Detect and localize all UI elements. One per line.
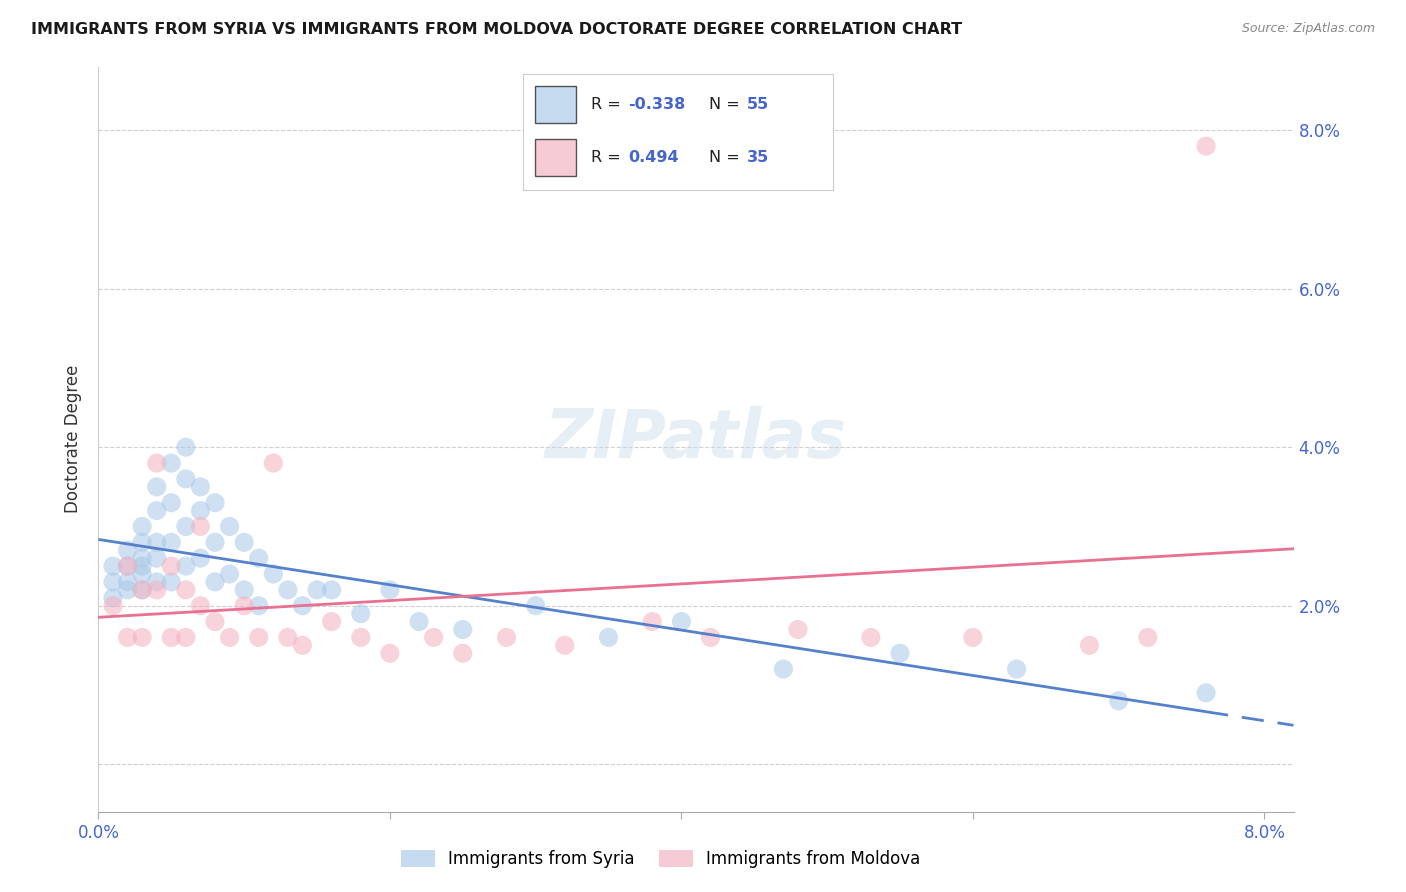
Point — [495, 631, 517, 645]
Point — [787, 623, 810, 637]
Point — [174, 519, 197, 533]
Point — [190, 599, 212, 613]
Point — [277, 631, 299, 645]
Point — [277, 582, 299, 597]
Point — [101, 559, 124, 574]
Point — [190, 519, 212, 533]
Point — [598, 631, 620, 645]
Point — [160, 631, 183, 645]
Point — [145, 503, 167, 517]
Point — [145, 574, 167, 589]
Point — [233, 599, 256, 613]
Point — [204, 535, 226, 549]
Point — [641, 615, 664, 629]
Point — [117, 631, 139, 645]
Point — [378, 646, 401, 660]
Point — [524, 599, 547, 613]
Point — [204, 496, 226, 510]
Point — [174, 559, 197, 574]
Point — [233, 582, 256, 597]
Point — [160, 559, 183, 574]
Point — [117, 559, 139, 574]
Point — [859, 631, 882, 645]
Point — [305, 582, 328, 597]
Point — [174, 440, 197, 454]
Point — [889, 646, 911, 660]
Point — [190, 480, 212, 494]
Point — [1078, 638, 1101, 652]
Point — [350, 607, 373, 621]
Point — [378, 582, 401, 597]
Point — [190, 503, 212, 517]
Point — [145, 535, 167, 549]
Point — [422, 631, 444, 645]
Point — [145, 582, 167, 597]
Text: ZIPatlas: ZIPatlas — [546, 407, 846, 472]
Point — [218, 519, 240, 533]
Text: IMMIGRANTS FROM SYRIA VS IMMIGRANTS FROM MOLDOVA DOCTORATE DEGREE CORRELATION CH: IMMIGRANTS FROM SYRIA VS IMMIGRANTS FROM… — [31, 22, 962, 37]
Point — [160, 574, 183, 589]
Point — [262, 456, 284, 470]
Point — [554, 638, 576, 652]
Point — [699, 631, 721, 645]
Point — [321, 615, 343, 629]
Point — [247, 599, 270, 613]
Point — [350, 631, 373, 645]
Point — [174, 582, 197, 597]
Point — [204, 615, 226, 629]
Point — [1136, 631, 1159, 645]
Point — [1195, 139, 1218, 153]
Point — [145, 551, 167, 566]
Point — [247, 551, 270, 566]
Point — [160, 496, 183, 510]
Point — [131, 535, 153, 549]
Point — [291, 599, 314, 613]
Point — [117, 543, 139, 558]
Point — [233, 535, 256, 549]
Point — [117, 582, 139, 597]
Point — [671, 615, 693, 629]
Point — [772, 662, 794, 676]
Point — [190, 551, 212, 566]
Point — [408, 615, 430, 629]
Point — [117, 574, 139, 589]
Text: Source: ZipAtlas.com: Source: ZipAtlas.com — [1241, 22, 1375, 36]
Point — [174, 472, 197, 486]
Point — [204, 574, 226, 589]
Point — [218, 631, 240, 645]
Point — [131, 567, 153, 582]
Point — [101, 574, 124, 589]
Point — [145, 456, 167, 470]
Point — [962, 631, 984, 645]
Point — [131, 582, 153, 597]
Point — [321, 582, 343, 597]
Point — [174, 631, 197, 645]
Point — [131, 519, 153, 533]
Point — [1195, 686, 1218, 700]
Point — [1108, 694, 1130, 708]
Point — [131, 582, 153, 597]
Point — [160, 456, 183, 470]
Point — [218, 567, 240, 582]
Point — [131, 551, 153, 566]
Point — [1005, 662, 1028, 676]
Point — [101, 599, 124, 613]
Legend: Immigrants from Syria, Immigrants from Moldova: Immigrants from Syria, Immigrants from M… — [395, 843, 927, 875]
Point — [131, 559, 153, 574]
Y-axis label: Doctorate Degree: Doctorate Degree — [65, 365, 83, 514]
Point — [291, 638, 314, 652]
Point — [131, 631, 153, 645]
Point — [117, 559, 139, 574]
Point — [451, 623, 474, 637]
Point — [451, 646, 474, 660]
Point — [262, 567, 284, 582]
Point — [160, 535, 183, 549]
Point — [247, 631, 270, 645]
Point — [101, 591, 124, 605]
Point — [145, 480, 167, 494]
